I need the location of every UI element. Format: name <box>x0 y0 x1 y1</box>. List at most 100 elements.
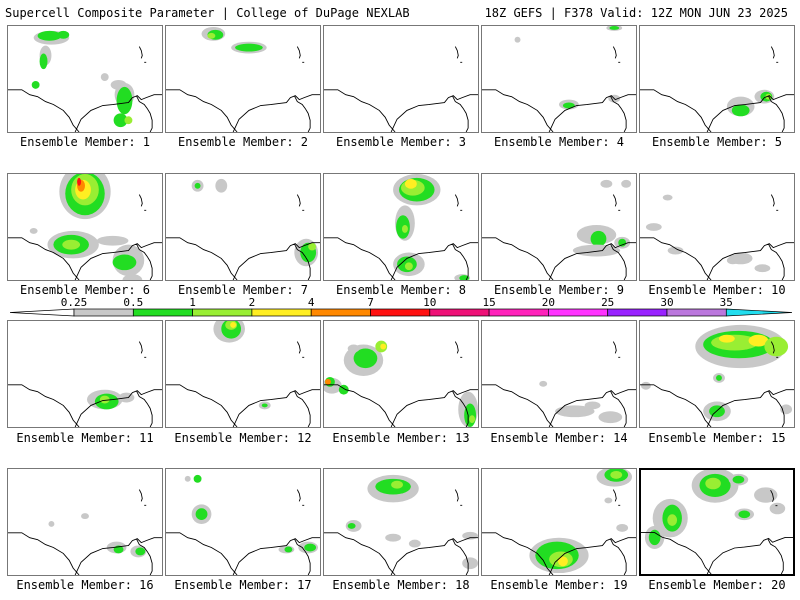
scp-contour-gray <box>640 381 651 390</box>
colorbar-high-arrow <box>725 308 792 317</box>
gulf-coastline <box>166 237 320 280</box>
ensemble-map-5[interactable] <box>639 25 795 133</box>
scp-contour-gray <box>600 179 613 188</box>
scp-contour-gray <box>514 36 521 43</box>
scp-contour-gray <box>408 539 421 548</box>
scp-contour-gray <box>754 487 778 503</box>
scp-field-map <box>324 46 478 132</box>
scp-contour-gray <box>385 533 401 542</box>
ensemble-map-14[interactable] <box>481 320 637 428</box>
colorbar-tick-label: 0.25 <box>61 296 88 309</box>
scp-contour-green <box>39 53 48 70</box>
colorbar-legend: 0.25 0.5 1 2 4 7 10 15 20 25 30 35 <box>10 296 792 317</box>
ensemble-map-11[interactable] <box>7 320 163 428</box>
ensemble-map-17[interactable] <box>165 468 321 576</box>
ensemble-map-3[interactable] <box>323 25 479 133</box>
scp-contour-green <box>464 403 477 427</box>
scp-contour-orange <box>324 378 331 385</box>
colorbar-segment <box>310 308 371 317</box>
scp-contour-gray <box>780 404 793 415</box>
scp-contour-gray <box>96 235 129 246</box>
ensemble-map-12[interactable] <box>165 320 321 428</box>
member-caption: Ensemble Member: 14 <box>490 431 628 445</box>
run-valid-time: 18Z GEFS | F378 Valid: 12Z MON JUN 23 20… <box>484 6 788 20</box>
member-caption: Ensemble Member: 17 <box>174 578 312 592</box>
colorbar-segment <box>132 308 193 317</box>
member-caption: Ensemble Member: 10 <box>648 283 786 297</box>
scp-contour-yellow <box>380 343 387 350</box>
ensemble-map-2[interactable] <box>165 25 321 133</box>
gulf-coastline <box>8 532 162 575</box>
colorbar-tick-label: 15 <box>482 296 495 309</box>
colorbar-tick-label: 7 <box>367 296 374 309</box>
scp-contour-yellow <box>748 334 769 347</box>
scp-contour-gray <box>769 502 786 515</box>
ensemble-map-6[interactable] <box>7 173 163 281</box>
ensemble-map-20[interactable] <box>639 468 795 576</box>
ensemble-map-15[interactable] <box>639 320 795 428</box>
scp-contour-gray <box>604 497 613 504</box>
scp-contour-gray <box>754 264 771 273</box>
ensemble-map-4[interactable] <box>481 25 637 133</box>
scp-contour-gray <box>462 531 478 540</box>
gulf-coastline <box>641 532 793 574</box>
scp-contour-gray <box>662 194 673 201</box>
scp-contour-green <box>37 30 62 41</box>
scp-contour-lime <box>667 514 678 526</box>
gulf-coastline <box>640 237 794 280</box>
scp-contour-green <box>135 547 146 556</box>
lake-outline <box>770 46 779 63</box>
scp-field-map <box>640 46 794 132</box>
scp-field-map <box>8 174 162 280</box>
lake-outline <box>454 489 463 506</box>
ensemble-map-1[interactable] <box>7 25 163 133</box>
colorbar-tick-label: 2 <box>249 296 256 309</box>
member-caption: Ensemble Member: 19 <box>490 578 628 592</box>
scp-contour-lime <box>308 242 317 251</box>
scp-contour-gray <box>584 401 601 410</box>
scp-field-map <box>8 341 162 427</box>
member-caption: Ensemble Member: 16 <box>16 578 154 592</box>
scp-contour-green <box>731 104 750 117</box>
scp-contour-green <box>235 43 263 52</box>
colorbar-segment <box>488 308 549 317</box>
ensemble-map-8[interactable] <box>323 173 479 281</box>
ensemble-map-18[interactable] <box>323 468 479 576</box>
lake-outline <box>138 341 147 358</box>
ensemble-map-19[interactable] <box>481 468 637 576</box>
scp-contour-lime <box>469 415 476 424</box>
ensemble-map-10[interactable] <box>639 173 795 281</box>
ensemble-map-16[interactable] <box>7 468 163 576</box>
gulf-coastline <box>324 532 478 575</box>
scp-contour-lime <box>404 262 413 271</box>
member-caption: Ensemble Member: 8 <box>335 283 467 297</box>
gulf-coastline <box>166 89 320 132</box>
scp-contour-lime <box>99 395 110 404</box>
lake-outline <box>296 194 305 211</box>
colorbar-segment <box>607 308 668 317</box>
member-caption: Ensemble Member: 6 <box>19 283 151 297</box>
member-caption: Ensemble Member: 1 <box>19 135 151 149</box>
scp-contour-green <box>609 26 620 30</box>
lake-outline <box>296 489 305 506</box>
member-caption: Ensemble Member: 2 <box>177 135 309 149</box>
scp-field-map <box>641 470 793 574</box>
scp-field-map <box>640 324 794 427</box>
scp-field-map <box>324 340 478 427</box>
member-caption: Ensemble Member: 5 <box>651 135 783 149</box>
ensemble-map-9[interactable] <box>481 173 637 281</box>
scp-contour-green <box>116 86 133 115</box>
member-caption: Ensemble Member: 12 <box>174 431 312 445</box>
scp-contour-lime <box>391 480 403 489</box>
colorbar-tick-label: 4 <box>308 296 315 309</box>
lake-outline <box>770 194 779 211</box>
scp-contour-green <box>113 113 128 128</box>
colorbar-tick-label: 1 <box>189 296 196 309</box>
scp-field-map <box>482 26 636 132</box>
ensemble-map-13[interactable] <box>323 320 479 428</box>
scp-field-map <box>482 341 636 427</box>
scp-contour-gray <box>29 227 38 234</box>
colorbar-segment <box>370 308 431 317</box>
ensemble-map-7[interactable] <box>165 173 321 281</box>
scp-contour-green <box>112 254 137 271</box>
